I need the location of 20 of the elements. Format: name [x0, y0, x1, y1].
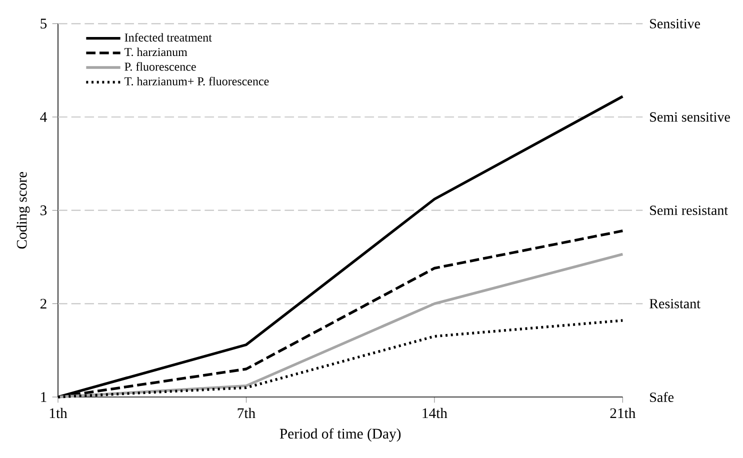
- y-tick-label: 1: [41, 392, 46, 402]
- ref-line-label: Semi resistant: [650, 206, 728, 216]
- y-tick-label: 5: [40, 18, 47, 29]
- y-tick-label: 4: [40, 112, 47, 122]
- y-tick-label: 3: [40, 205, 47, 216]
- ref-line-label: Sensitive: [650, 18, 700, 28]
- y-axis-title: Coding score: [16, 172, 30, 249]
- y-tick-label: 2: [40, 298, 46, 309]
- ref-line-label: Semi sensitive: [650, 112, 730, 122]
- x-axis-title: Period of time (Day): [280, 428, 401, 442]
- legend-label: P. fluorescence: [124, 62, 196, 71]
- x-tick-label: 21th: [610, 408, 636, 418]
- ref-line-label: Resistant: [650, 298, 700, 308]
- x-tick-label: 7th: [238, 408, 256, 418]
- text: Safe: [650, 392, 674, 402]
- legend-label: Infected treatment: [124, 33, 212, 42]
- legend-label: T. harzianum: [124, 48, 188, 56]
- legend-label: T. harzianum+ P. fluorescence: [124, 76, 269, 86]
- x-tick-label: 14th: [422, 408, 448, 418]
- x-tick-label: 1th: [50, 408, 68, 418]
